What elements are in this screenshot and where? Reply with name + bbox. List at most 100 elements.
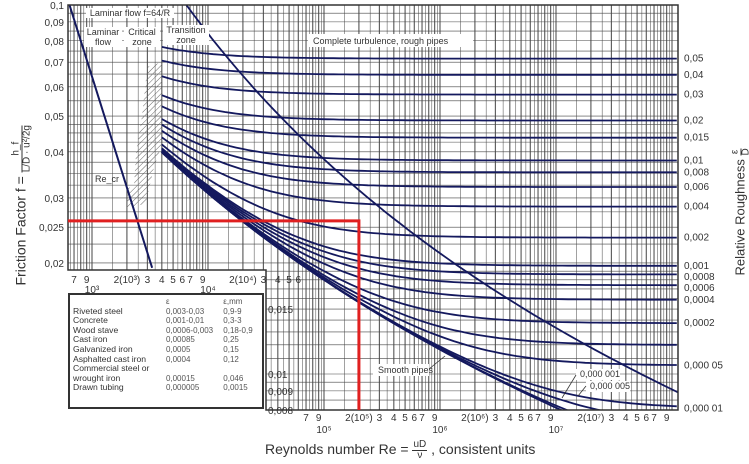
x-axis-label: Reynolds number Re = uD ν , consistent un… xyxy=(265,439,535,461)
y2-axis-fraction: εD xyxy=(730,148,749,156)
x-tick-label: 4 xyxy=(507,413,513,424)
legend-row: Concrete 0,001-0,01 0,3-3 xyxy=(73,316,259,326)
x-tick-label: 4 xyxy=(275,275,281,286)
legend-cell-material: Concrete xyxy=(73,315,108,326)
roughness-label: 0,004 xyxy=(684,202,709,213)
x-tick-label: 4 xyxy=(159,275,165,286)
roughness-label: 0,03 xyxy=(684,90,704,101)
legend-cell-eps: 0,0006-0,003 xyxy=(165,325,214,335)
legend-cell-eps xyxy=(166,364,223,374)
legend-row: wrought iron 0,00015 0,046 xyxy=(73,372,259,384)
y-tick-label: 0,025 xyxy=(39,223,64,234)
x-fraction-den: ν xyxy=(417,449,423,461)
roughness-curve-1 xyxy=(161,59,677,76)
y-tick-label: 0,01 xyxy=(268,370,288,381)
x-fraction-num: uD xyxy=(412,438,428,451)
roughness-curve-10 xyxy=(161,147,677,267)
legend-cell-material: Drawn tubing xyxy=(73,382,124,393)
x-tick-label: 5 xyxy=(518,413,524,424)
legend-cell-eps-mm: 0,9-9 xyxy=(223,306,242,316)
x-tick-label: 7 xyxy=(535,413,541,424)
roughness-curve-6 xyxy=(161,123,677,174)
legend-cell-eps: 0,00085 xyxy=(165,335,195,345)
x-tick-label: 2(10⁷) xyxy=(577,413,604,424)
legend-row: Commercial steel or xyxy=(73,364,259,374)
legend-row: Drawn tubing 0,000005 0,0015 xyxy=(73,383,259,393)
roughness-label: 0,04 xyxy=(684,70,704,81)
x-tick-label: 6 xyxy=(295,275,301,286)
legend-cell-eps: 0,0005 xyxy=(165,344,191,354)
legend-cell-eps: 0,000005 xyxy=(165,383,200,393)
y-tick-label: 0,03 xyxy=(45,194,65,205)
roughness-label: 0,02 xyxy=(684,116,704,127)
y-axis-fraction-den: L/D · u²/2g xyxy=(21,125,33,173)
legend-cell-eps: 0,00015 xyxy=(165,373,195,383)
annotation-smooth-pipes: Smooth pipes xyxy=(378,365,434,375)
plot-frame xyxy=(67,4,679,411)
x-axis-label-suffix: , consistent units xyxy=(431,441,536,457)
annotation-transition-zone: Transition zone xyxy=(163,25,209,45)
roughness-label: 0,0008 xyxy=(684,272,715,283)
roughness-curve-3 xyxy=(161,94,677,122)
x-tick-label: 2(10⁶) xyxy=(461,413,488,424)
annotation-rough-5e6: 0,000 005 xyxy=(590,381,630,391)
roughness-label: 0,001 xyxy=(684,261,709,272)
y-tick-label: 0,04 xyxy=(45,148,65,159)
legend-cell-eps: 0,003-0,03 xyxy=(165,306,205,316)
legend-cell-material: wrought iron xyxy=(73,372,121,383)
y-tick-label: 0,015 xyxy=(268,305,293,316)
x-tick-label: 6 xyxy=(179,275,185,286)
roughness-label: 0,000 05 xyxy=(684,361,723,372)
legend-cell-eps: 0,001-0,01 xyxy=(165,316,205,326)
y-axis-fraction: h_f L/D · u²/2g xyxy=(11,125,33,173)
y-tick-label: 0,08 xyxy=(45,37,65,48)
roughness-curve-20 xyxy=(161,151,678,410)
legend-cell-eps-mm: 0,046 xyxy=(223,373,244,383)
legend-cell-eps-mm: 0,18-0,9 xyxy=(223,325,253,335)
legend-row: Galvanized iron 0,0005 0,15 xyxy=(73,344,259,355)
y-tick-label: 0,1 xyxy=(50,1,64,12)
x-tick-label: 9 xyxy=(84,275,90,286)
curves xyxy=(68,5,678,410)
x-tick-label: 10⁴ xyxy=(200,285,215,296)
x-tick-label: 6 xyxy=(411,413,417,424)
legend-row: Wood stave 0,0006-0,003 0,18-0,9 xyxy=(73,325,259,336)
roughness-label: 0,008 xyxy=(684,167,709,178)
annotation-background xyxy=(586,381,630,392)
roughness-curve-0 xyxy=(161,46,677,60)
x-tick-label: 3 xyxy=(261,275,267,286)
x-tick-label: 7 xyxy=(71,275,77,286)
critical-zone-hatch xyxy=(126,62,162,209)
legend-cell-eps: 0,0004 xyxy=(165,354,191,364)
x-axis-label-prefix: Reynolds number Re = xyxy=(265,441,409,457)
x-tick-label: 9 xyxy=(664,413,670,424)
x-tick-label: 2(10⁴) xyxy=(229,275,257,286)
x-tick-label: 5 xyxy=(634,413,640,424)
roughness-curve-11 xyxy=(161,148,677,276)
roughness-label: 0,01 xyxy=(684,155,704,166)
y-tick-label: 0,09 xyxy=(45,18,65,29)
annotation-background xyxy=(373,364,429,376)
rough-1e6-leader xyxy=(561,374,577,399)
y2-fraction-den: D xyxy=(741,148,749,155)
x-tick-label: 10³ xyxy=(85,285,100,296)
y-axis-label: Friction Factor f = h_f L/D · u²/2g xyxy=(11,86,33,286)
roughness-label: 0,002 xyxy=(684,233,709,244)
highlight-reading-line xyxy=(68,219,361,410)
y2-axis-label-text: Relative Roughness xyxy=(732,159,748,276)
x-tick-label: 5 xyxy=(402,413,408,424)
roughness-curve-5 xyxy=(161,118,677,162)
x-tick-label: 10⁵ xyxy=(316,425,331,436)
legend-row: Cast iron 0,00085 0,25 xyxy=(73,335,259,345)
legend-cell-eps-mm: 0,3-3 xyxy=(223,316,242,326)
y-tick-label: 0,008 xyxy=(268,406,293,417)
y2-axis-label: Relative Roughness εD xyxy=(730,126,749,276)
x-axis-fraction: uD ν xyxy=(412,438,428,461)
roughness-curve-9 xyxy=(161,143,677,239)
header-eps-mm: ε,mm xyxy=(223,297,243,306)
rough-5e6-leader xyxy=(577,385,587,397)
x-tick-label: 7 xyxy=(419,413,425,424)
legend-row: Riveted steel 0,003-0,03 0,9-9 xyxy=(73,306,259,317)
roughness-curve-12 xyxy=(161,149,677,287)
x-tick-label: 9 xyxy=(432,413,438,424)
